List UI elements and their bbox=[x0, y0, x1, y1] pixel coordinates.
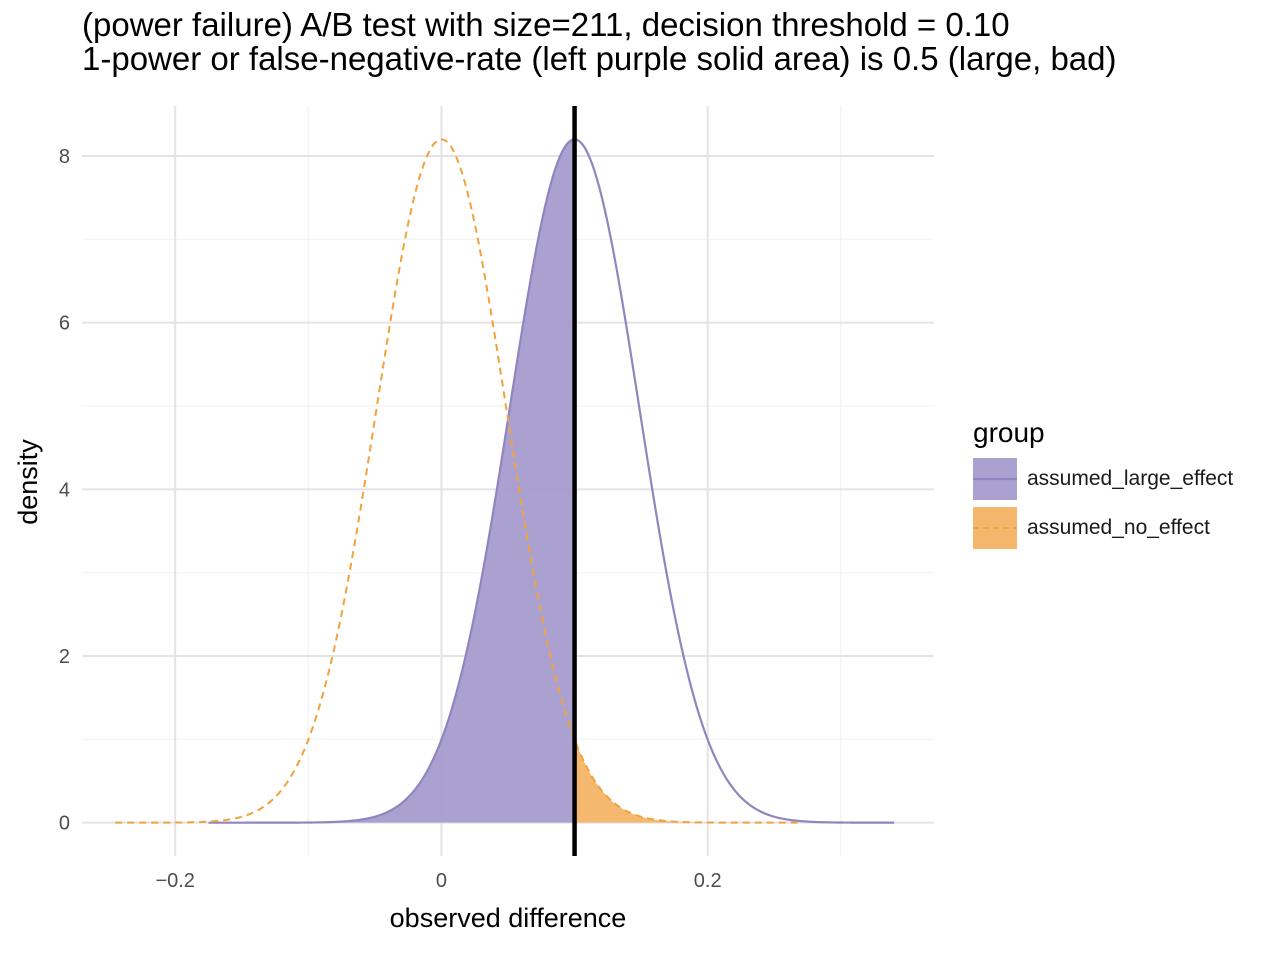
legend-item-assumed-large-effect[interactable]: assumed_large_effect bbox=[973, 457, 1273, 501]
legend-key-no-effect bbox=[973, 507, 1017, 549]
x-axis-title: observed difference bbox=[390, 903, 627, 933]
density-fill-assumed-large-effect bbox=[208, 139, 575, 823]
chart-title: (power failure) A/B test with size=211, … bbox=[82, 6, 1010, 43]
density-fills bbox=[208, 139, 801, 823]
y-tick-label: 6 bbox=[59, 313, 70, 335]
y-tick-label: 4 bbox=[59, 479, 70, 501]
density-lines bbox=[115, 138, 895, 824]
y-tick-label: 8 bbox=[59, 146, 70, 168]
y-tick-label: 2 bbox=[59, 646, 70, 668]
legend-label-no-effect: assumed_no_effect bbox=[1027, 516, 1210, 539]
density-fill-assumed-no-effect bbox=[574, 739, 801, 823]
legend-title: group bbox=[973, 417, 1045, 448]
chart-title-block: (power failure) A/B test with size=211, … bbox=[82, 8, 1272, 76]
density-line-assumed-no-effect bbox=[115, 138, 801, 824]
chart-subtitle: 1-power or false-negative-rate (left pur… bbox=[82, 40, 1117, 77]
x-tick-label: 0.2 bbox=[694, 870, 722, 892]
legend: group assumed_large_effect assumed_no_ef… bbox=[973, 415, 1273, 555]
legend-label-large-effect: assumed_large_effect bbox=[1027, 467, 1234, 490]
y-tick-label: 0 bbox=[59, 813, 70, 835]
tick-labels: −0.2 0 0.2 0 2 4 6 8 bbox=[59, 146, 722, 892]
x-tick-label: −0.2 bbox=[155, 870, 194, 892]
x-tick-label: 0 bbox=[436, 870, 447, 892]
density-line-assumed-large-effect bbox=[208, 138, 895, 824]
legend-item-assumed-no-effect[interactable]: assumed_no_effect bbox=[973, 506, 1273, 550]
legend-key-large-effect bbox=[973, 458, 1017, 500]
y-axis-title: density bbox=[13, 439, 43, 525]
